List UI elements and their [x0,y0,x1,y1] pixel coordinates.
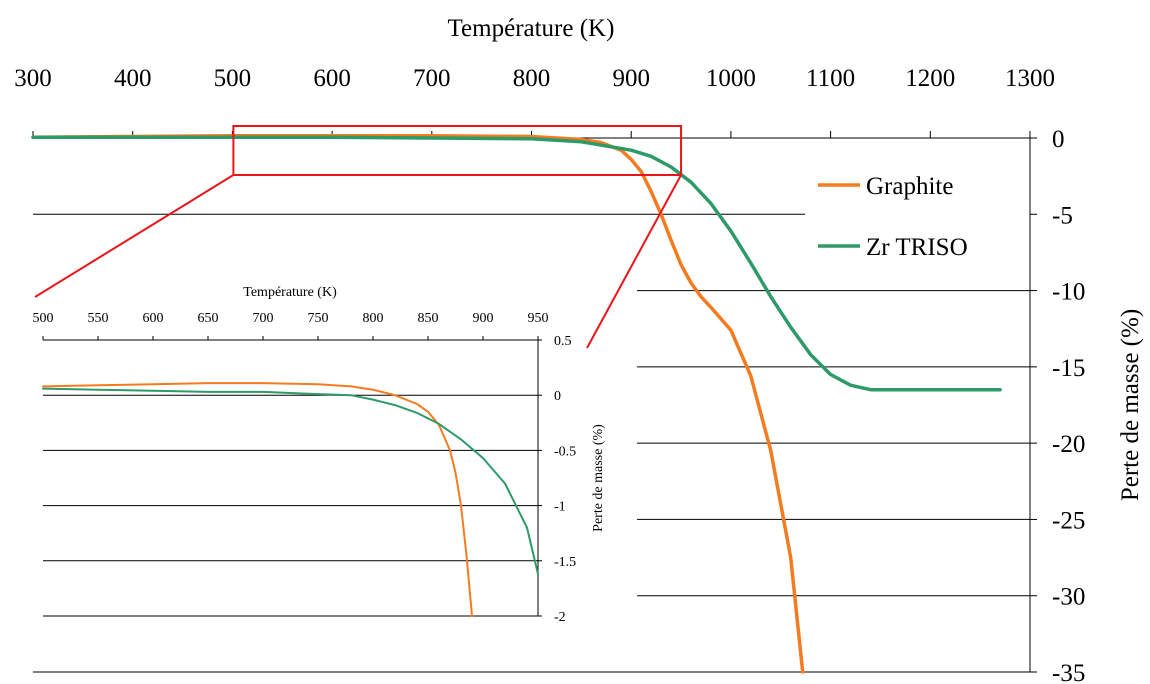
main-y-tick-label: -20 [1052,431,1085,458]
main-x-tick-label: 400 [114,65,152,92]
main-series-line-graphite [31,133,805,674]
main-x-tick-label: 1100 [806,65,855,92]
inset-x-tick-label: 550 [88,311,109,326]
inset-x-tick-label: 500 [33,311,54,326]
zoom-region-rect [232,125,683,176]
inset-gridlines [43,394,538,617]
inset-x-tick-label: 900 [473,311,494,326]
main-chart: Température (K) Perte de masse (%) 300 40… [14,15,1144,684]
main-y-tick-label: -35 [1052,660,1085,684]
inset-y-tick-label: 0 [554,389,561,404]
inset-y-tick-label: 0.5 [554,334,572,349]
inset-x-tick-label: 650 [198,311,219,326]
inset-x-tick-labels: 500 550 600 650 700 750 800 850 900 950 [33,311,549,326]
inset-x-tick-label: 700 [253,311,274,326]
inset-y-tick-labels: 0.5 0 -0.5 -1 -1.5 -2 [554,334,576,625]
legend-label-zr-triso: Zr TRISO [866,234,968,261]
main-y-tick-label: -30 [1052,584,1085,611]
legend: Graphite Zr TRISO [818,173,968,261]
zoom-connector-left [34,174,234,298]
inset-x-tick-label: 850 [418,311,439,326]
legend-item-zr-triso: Zr TRISO [818,234,968,261]
inset-x-tick-label: 600 [143,311,164,326]
main-x-tick-label: 500 [214,65,252,92]
main-x-tick-label: 1300 [1005,65,1055,92]
inset-y-axis-title: Perte de masse (%) [591,424,606,532]
legend-item-graphite: Graphite [818,173,953,200]
main-y-tick-labels: 0 -5 -10 -15 -20 -25 -30 -35 [1052,126,1085,684]
main-x-tick-label: 900 [612,65,650,92]
inset-y-tick-label: -2 [554,610,566,625]
zoom-connector-right [586,174,682,349]
inset-series-lines [42,382,539,617]
main-x-axis-title: Température (K) [448,15,615,42]
main-x-tick-label: 600 [313,65,351,92]
inset-x-tick-label: 800 [363,311,384,326]
main-x-tick-label: 700 [413,65,451,92]
inset-series-line-zr-triso [42,387,539,575]
main-y-tick-label: -15 [1052,355,1085,382]
main-x-tick-labels: 300 400 500 600 700 800 900 1000 1100 1200 1300 [14,65,1055,92]
zoom-indicator [34,125,683,349]
main-x-tick-label: 800 [513,65,551,92]
main-y-tick-label: -5 [1052,202,1073,229]
main-y-tick-label: -25 [1052,507,1085,534]
legend-label-graphite: Graphite [866,173,953,200]
inset-y-tick-label: -1 [554,500,566,515]
inset-series-line-graphite [42,382,473,617]
inset-y-tick-label: -0.5 [554,444,576,459]
inset-x-tick-label: 950 [528,311,549,326]
main-series-line-zr-triso [31,135,1002,392]
main-series-lines [31,133,1002,674]
main-gridlines [33,213,1030,673]
main-x-tick-label: 300 [14,65,52,92]
main-x-tick-label: 1000 [706,65,756,92]
main-y-tick-label: 0 [1052,126,1065,153]
inset-y-tick-label: -1.5 [554,555,576,570]
inset-x-axis-title: Température (K) [243,285,337,300]
inset-chart: Température (K) Perte de masse (%) 500 55… [33,285,607,625]
inset-x-tick-label: 750 [308,311,329,326]
main-x-tick-label: 1200 [905,65,955,92]
main-y-tick-label: -10 [1052,279,1085,306]
main-y-axis-title: Perte de masse (%) [1117,309,1144,501]
